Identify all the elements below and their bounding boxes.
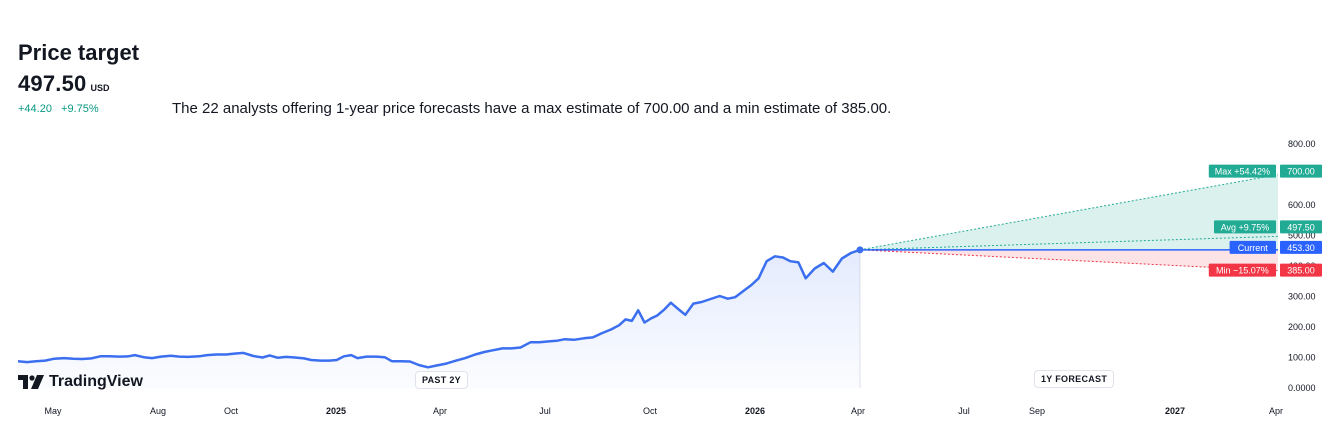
min-value-badge xyxy=(1280,263,1322,277)
price-change-absolute: +44.20 xyxy=(18,103,52,115)
x-axis-tick-label: Aug xyxy=(150,406,166,416)
current-label-name: Current xyxy=(1238,243,1269,253)
price-target-value: 497.50 xyxy=(18,71,87,96)
forecast-1y-pill: 1Y FORECAST xyxy=(1034,370,1115,388)
min-label-name: Min −15.07% xyxy=(1216,266,1269,276)
forecast-avg-line xyxy=(859,235,1279,251)
x-axis-tick-label: Jul xyxy=(539,406,551,416)
y-axis-tick-label: 0.0000 xyxy=(1288,383,1316,393)
tradingview-logo-text: TradingView xyxy=(49,373,143,390)
min-label-badge xyxy=(1208,263,1276,277)
max-label-value: 700.00 xyxy=(1287,167,1315,177)
min-label-value: 385.00 xyxy=(1287,266,1315,276)
price-target-value-row: 497.50 USD xyxy=(18,71,110,97)
max-label-name: Max +54.42% xyxy=(1215,167,1270,177)
price-change-percent: +9.75% xyxy=(61,103,99,115)
tradingview-logo[interactable]: TradingView xyxy=(18,373,143,391)
avg-label-value: 497.50 xyxy=(1287,222,1315,232)
page-title: Price target xyxy=(18,40,140,65)
x-axis-tick-label: Jul xyxy=(958,406,970,416)
x-axis-tick-label: 2026 xyxy=(745,406,765,416)
x-axis-tick-label: May xyxy=(44,406,62,416)
avg-value-badge xyxy=(1280,220,1322,234)
x-axis-tick-label: Apr xyxy=(1269,406,1283,416)
y-axis-tick-label: 600.00 xyxy=(1288,200,1316,210)
current-value-badge xyxy=(1280,240,1322,254)
forecast-min-line xyxy=(859,249,1279,272)
past-2y-pill: PAST 2Y xyxy=(415,371,468,389)
currency-unit: USD xyxy=(90,83,110,93)
tradingview-logo-icon xyxy=(18,375,44,389)
y-axis-tick-label: 500.00 xyxy=(1288,231,1316,241)
history-price-line xyxy=(17,248,861,369)
price-change-row: +44.20 +9.75% xyxy=(18,103,105,115)
avg-label-badge xyxy=(1214,220,1276,234)
x-axis-tick-label: Oct xyxy=(643,406,658,416)
forecast-max-line xyxy=(859,174,1279,251)
history-area-fill xyxy=(18,249,860,388)
current-label-value: 453.30 xyxy=(1287,243,1315,253)
x-axis-tick-label: Apr xyxy=(433,406,447,416)
price-target-chart[interactable]: 800.00700.00600.00500.00400.00300.00200.… xyxy=(0,130,1338,447)
analyst-summary-text: The 22 analysts offering 1-year price fo… xyxy=(172,100,892,117)
y-axis-tick-label: 200.00 xyxy=(1288,322,1316,332)
y-axis-tick-label: 100.00 xyxy=(1288,353,1316,363)
avg-label-name: Avg +9.75% xyxy=(1221,222,1270,232)
x-axis-tick-label: 2027 xyxy=(1165,406,1185,416)
x-axis-tick-label: Apr xyxy=(851,406,865,416)
y-axis-tick-label: 300.00 xyxy=(1288,292,1316,302)
x-axis-tick-label: Oct xyxy=(224,406,239,416)
max-value-badge xyxy=(1280,164,1322,178)
max-label-badge xyxy=(1208,164,1276,178)
x-axis-tick-label: 2025 xyxy=(326,406,346,416)
x-axis-tick-label: Sep xyxy=(1029,406,1045,416)
y-axis-tick-label: 800.00 xyxy=(1288,139,1316,149)
current-label-badge xyxy=(1229,240,1276,254)
